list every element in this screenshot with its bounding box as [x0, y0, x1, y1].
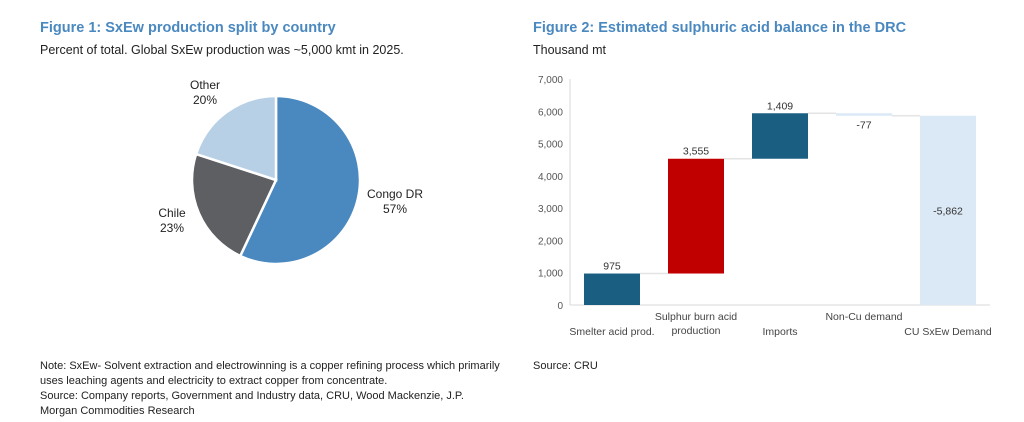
waterfall-bar [584, 273, 640, 305]
y-tick-label: 0 [557, 301, 563, 312]
y-tick-label: 1,000 [538, 269, 563, 280]
pie-pct-label: 23% [160, 221, 184, 235]
waterfall-bar [752, 113, 808, 159]
x-tick-label: Sulphur burn acid [655, 311, 737, 323]
figure2-title: Figure 2: Estimated sulphuric acid balan… [533, 20, 907, 36]
figure2-ylabel: Thousand mt [533, 43, 606, 57]
data-label: -5,862 [933, 205, 963, 217]
pie-pct-label: 57% [383, 202, 407, 216]
pie-slice-other [194, 94, 278, 182]
figure1-title: Figure 1: SxEw production split by count… [40, 20, 336, 36]
waterfall-bar [668, 158, 724, 274]
pie-label: Congo DR [367, 187, 423, 201]
figure1-note: Note: SxEw- Solvent extraction and elect… [40, 360, 500, 387]
x-tick-label: production [671, 325, 720, 337]
waterfall-chart: 0 1,000 2,000 3,000 4,000 5,000 6,000 7,000 975 S… [538, 75, 992, 338]
x-tick-label: Non-Cu demand [825, 311, 902, 323]
x-tick-label: CU SxEw Demand [904, 326, 992, 338]
y-tick-label: 4,000 [538, 172, 563, 183]
x-tick-label: Imports [762, 326, 797, 338]
waterfall-bar [836, 113, 892, 116]
data-label: 975 [603, 261, 621, 273]
pie-slice-chile [190, 152, 278, 258]
y-tick-label: 6,000 [538, 107, 563, 118]
data-label: 3,555 [683, 146, 709, 158]
y-tick-label: 7,000 [538, 75, 563, 86]
y-tick-label: 3,000 [538, 204, 563, 215]
pie-label: Chile [158, 206, 186, 220]
pie-label: Other [190, 78, 220, 92]
pie-pct-label: 20% [193, 93, 217, 107]
y-tick-label: 2,000 [538, 236, 563, 247]
data-label: 1,409 [767, 100, 793, 112]
pie-slice-congo-dr [238, 94, 362, 266]
y-tick-label: 5,000 [538, 140, 563, 151]
figure2-source: Source: CRU [533, 360, 598, 372]
waterfall-bar [920, 115, 976, 305]
data-label: -77 [856, 120, 871, 132]
x-tick-label: Smelter acid prod. [569, 326, 654, 338]
figure1-source: Source: Company reports, Government and … [40, 390, 464, 417]
figure1-subtitle: Percent of total. Global SxEw production… [40, 43, 404, 57]
